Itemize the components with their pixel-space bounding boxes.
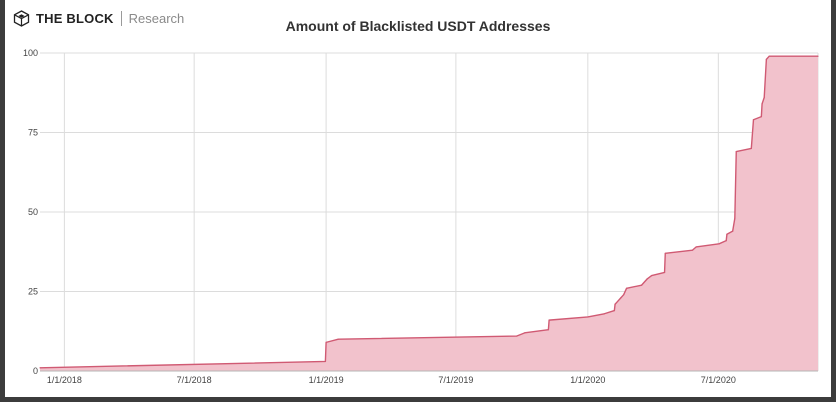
data-point <box>587 316 589 318</box>
data-point <box>718 243 720 245</box>
the-block-logo-icon <box>13 9 30 27</box>
data-point <box>614 303 616 305</box>
y-tick-label: 0 <box>33 366 38 376</box>
data-point <box>646 278 648 280</box>
data-point <box>664 252 666 254</box>
data-point <box>337 338 339 340</box>
data-point <box>732 230 734 232</box>
data-point <box>516 335 518 337</box>
brand-divider <box>120 10 122 26</box>
axis-layer: 0 25 50 75 100 1/1/2018 7/1/2018 1/1/2019 7/1/20… <box>23 48 818 385</box>
data-point <box>750 147 752 149</box>
data-point <box>761 103 763 105</box>
data-point <box>726 233 728 235</box>
data-point <box>548 319 550 321</box>
data-point <box>623 294 625 296</box>
x-tick-label: 7/1/2018 <box>177 375 212 385</box>
data-point <box>641 284 643 286</box>
data-point <box>765 58 767 60</box>
chart-title: Amount of Blacklisted USDT Addresses <box>285 18 551 34</box>
x-tick-label: 7/1/2019 <box>438 375 473 385</box>
brand-subtitle: Research <box>128 10 185 26</box>
y-tick-label: 50 <box>28 207 38 217</box>
data-point <box>613 309 615 312</box>
data-point <box>524 332 526 334</box>
data-point <box>735 150 737 153</box>
data-point <box>620 297 622 299</box>
data-point <box>691 249 694 251</box>
y-tick-label: 75 <box>28 128 38 138</box>
data-point <box>695 246 697 248</box>
x-tick-label: 7/1/2020 <box>701 375 736 385</box>
data-point <box>625 287 628 289</box>
series-area <box>40 56 818 372</box>
data-point <box>325 341 327 343</box>
y-tick-label: 25 <box>28 287 38 297</box>
data-point <box>651 275 653 277</box>
y-tick-label: 100 <box>23 48 38 58</box>
data-point <box>617 300 619 302</box>
data-point <box>603 313 605 315</box>
x-tick-label: 1/1/2018 <box>47 375 82 385</box>
brand-name: THE BLOCK <box>36 10 114 26</box>
data-point <box>763 96 765 99</box>
x-tick-label: 1/1/2020 <box>570 375 605 385</box>
data-point <box>768 55 770 57</box>
data-point <box>39 367 41 369</box>
brand-header: THE BLOCK Research <box>13 8 184 28</box>
data-point <box>725 240 727 242</box>
data-point <box>760 116 762 118</box>
data-point <box>663 271 666 274</box>
series-layer <box>39 55 819 372</box>
data-point <box>817 55 819 57</box>
data-point <box>547 329 549 331</box>
data-point <box>324 360 326 363</box>
x-tick-label: 1/1/2019 <box>309 375 344 385</box>
data-point <box>752 119 755 121</box>
data-point <box>734 217 736 219</box>
